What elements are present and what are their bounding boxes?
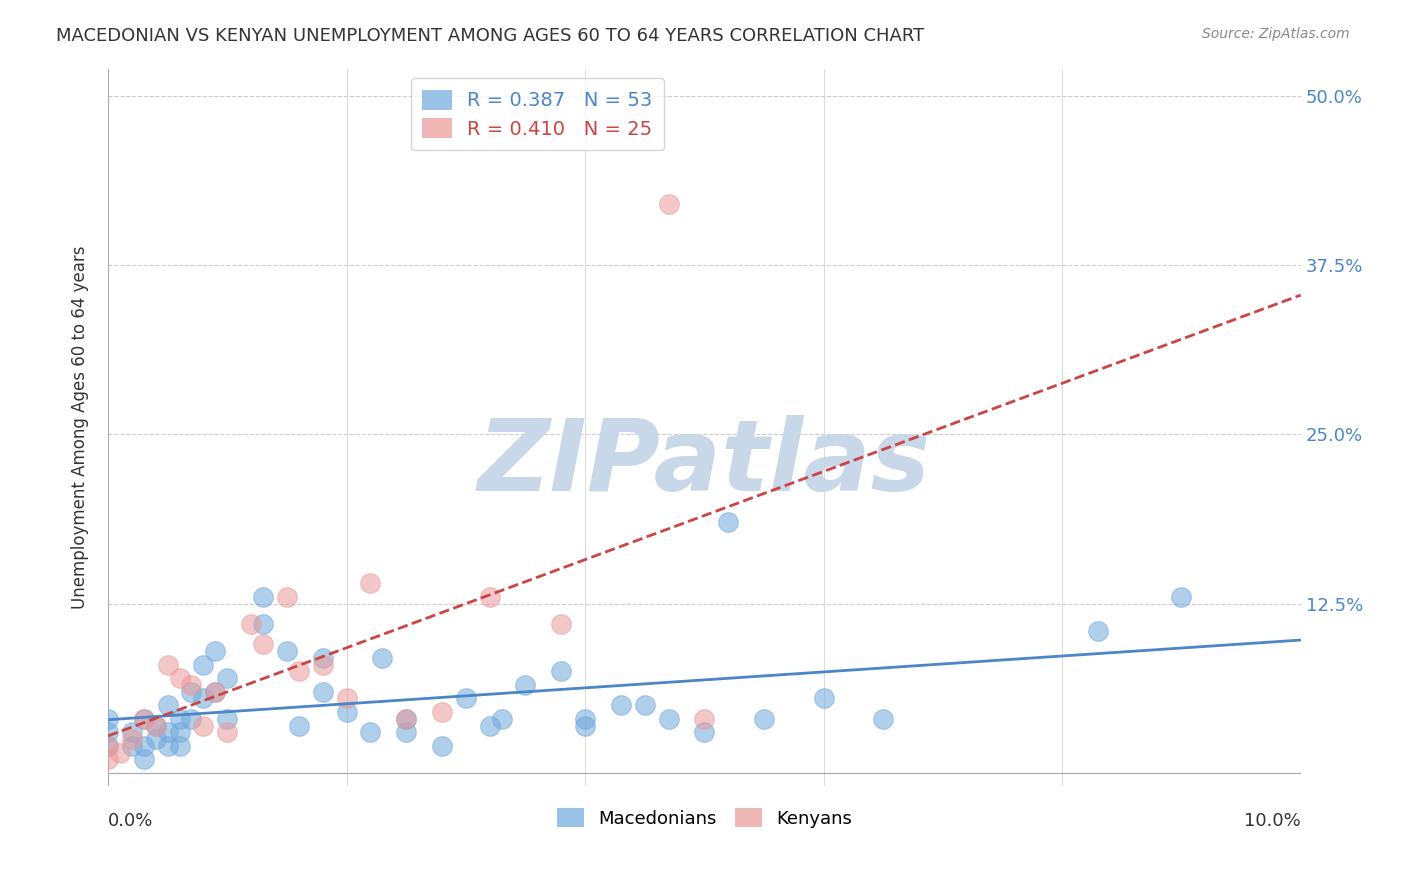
Point <box>145 718 167 732</box>
Point <box>657 712 679 726</box>
Point <box>252 616 274 631</box>
Point <box>359 725 381 739</box>
Point <box>657 197 679 211</box>
Point <box>813 691 835 706</box>
Point <box>217 725 239 739</box>
Point <box>121 725 143 739</box>
Point <box>132 712 155 726</box>
Point <box>97 752 120 766</box>
Point <box>693 712 716 726</box>
Point <box>240 616 263 631</box>
Point <box>169 739 191 753</box>
Point <box>217 671 239 685</box>
Legend: Macedonians, Kenyans: Macedonians, Kenyans <box>550 801 859 835</box>
Point <box>145 718 167 732</box>
Point <box>180 678 202 692</box>
Point <box>311 650 333 665</box>
Text: Source: ZipAtlas.com: Source: ZipAtlas.com <box>1202 27 1350 41</box>
Point <box>430 705 453 719</box>
Point <box>180 684 202 698</box>
Point <box>169 712 191 726</box>
Y-axis label: Unemployment Among Ages 60 to 64 years: Unemployment Among Ages 60 to 64 years <box>72 246 89 609</box>
Point <box>204 684 226 698</box>
Point <box>872 712 894 726</box>
Point <box>97 739 120 753</box>
Point <box>288 665 311 679</box>
Point <box>335 691 357 706</box>
Point <box>97 725 120 739</box>
Point <box>121 739 143 753</box>
Point <box>169 671 191 685</box>
Text: ZIPatlas: ZIPatlas <box>478 415 931 512</box>
Point <box>193 718 215 732</box>
Point <box>717 516 740 530</box>
Point <box>1170 590 1192 604</box>
Point <box>156 657 179 672</box>
Point <box>311 684 333 698</box>
Point <box>395 725 418 739</box>
Point <box>1087 624 1109 638</box>
Point <box>550 665 572 679</box>
Point <box>156 698 179 713</box>
Point <box>335 705 357 719</box>
Point <box>132 739 155 753</box>
Point <box>491 712 513 726</box>
Point <box>121 732 143 747</box>
Point <box>610 698 633 713</box>
Point <box>478 718 501 732</box>
Point <box>132 752 155 766</box>
Point <box>97 739 120 753</box>
Point <box>193 657 215 672</box>
Point <box>204 684 226 698</box>
Text: 10.0%: 10.0% <box>1244 812 1301 830</box>
Text: MACEDONIAN VS KENYAN UNEMPLOYMENT AMONG AGES 60 TO 64 YEARS CORRELATION CHART: MACEDONIAN VS KENYAN UNEMPLOYMENT AMONG … <box>56 27 925 45</box>
Point <box>395 712 418 726</box>
Point <box>180 712 202 726</box>
Point <box>108 746 131 760</box>
Point <box>252 590 274 604</box>
Point <box>132 712 155 726</box>
Point <box>574 718 596 732</box>
Point <box>430 739 453 753</box>
Point <box>454 691 477 706</box>
Point <box>252 637 274 651</box>
Point <box>395 712 418 726</box>
Point <box>515 678 537 692</box>
Point <box>204 644 226 658</box>
Point <box>478 590 501 604</box>
Point <box>156 739 179 753</box>
Point <box>693 725 716 739</box>
Point <box>371 650 394 665</box>
Point <box>169 725 191 739</box>
Point <box>288 718 311 732</box>
Point <box>550 616 572 631</box>
Point <box>276 590 298 604</box>
Point <box>311 657 333 672</box>
Point <box>97 712 120 726</box>
Point <box>217 712 239 726</box>
Point <box>193 691 215 706</box>
Point <box>752 712 775 726</box>
Point <box>145 732 167 747</box>
Point <box>634 698 657 713</box>
Text: 0.0%: 0.0% <box>108 812 153 830</box>
Point <box>276 644 298 658</box>
Point <box>574 712 596 726</box>
Point <box>156 725 179 739</box>
Point <box>359 576 381 591</box>
